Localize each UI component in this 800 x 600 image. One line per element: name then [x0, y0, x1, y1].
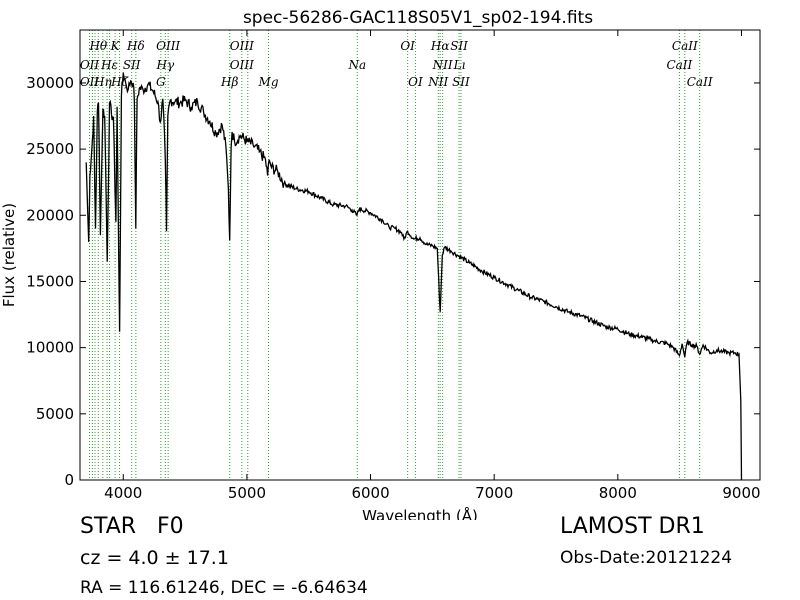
coordinates: RA = 116.61246, DEC = -6.64634 [80, 578, 368, 598]
x-tick-label: 8000 [599, 484, 637, 502]
x-tick-label: 5000 [228, 484, 266, 502]
line-marker-label: CaII [687, 75, 713, 89]
line-marker-label: OIII [156, 39, 180, 53]
line-marker-label: Hα [430, 39, 450, 53]
chart-title: spec-56286-GAC118S05V1_sp02-194.fits [243, 8, 593, 28]
y-tick-label: 20000 [26, 206, 74, 224]
y-tick-label: 15000 [26, 272, 74, 290]
line-marker-label: Hγ [155, 58, 174, 72]
line-marker-label: Hδ [126, 39, 145, 53]
line-marker-label: Hθ [88, 39, 107, 53]
line-marker-label: Mg [258, 75, 279, 89]
observation-date: Obs-Date:20121224 [560, 548, 733, 568]
line-marker-label: Na [347, 58, 366, 72]
y-tick-label: 5000 [36, 405, 74, 423]
line-marker-label: OII [80, 58, 100, 72]
line-marker-label: SII [123, 58, 141, 72]
y-axis: 0 5000 10000 15000 20000 25000 30000 [26, 74, 760, 489]
line-marker-label: G [156, 75, 166, 89]
object-type: STAR F0 [80, 514, 184, 539]
line-marker-label: NII [432, 58, 453, 72]
line-marker-label: NII [427, 75, 448, 89]
y-tick-label: 10000 [26, 339, 74, 357]
spectrum-line [85, 72, 743, 481]
x-tick-label: 4000 [104, 484, 142, 502]
line-marker-label: Hε [100, 58, 118, 72]
x-axis: 4000 5000 6000 7000 8000 9000 [104, 30, 761, 502]
survey-name: LAMOST DR1 [560, 514, 705, 539]
emission-line-markers [89, 30, 701, 480]
line-marker-label: Lı [453, 58, 466, 72]
line-marker-label: OIII [230, 58, 254, 72]
y-tick-label: 25000 [26, 140, 74, 158]
x-tick-label: 7000 [475, 484, 513, 502]
line-marker-label: Hβ [220, 75, 238, 89]
line-marker-label: CaII [666, 58, 692, 72]
y-tick-label: 30000 [26, 74, 74, 92]
line-marker-label: OIII [230, 39, 254, 53]
object-subclass: F0 [157, 514, 184, 539]
y-tick-label: 0 [64, 471, 74, 489]
line-marker-label: SII [452, 75, 470, 89]
plot-frame [79, 29, 761, 481]
line-marker-label: Hη [93, 75, 112, 89]
redshift-value: cz = 4.0 ± 17.1 [80, 547, 229, 569]
line-marker-label: OI [408, 75, 423, 89]
line-marker-label: K [110, 39, 121, 53]
x-tick-label: 6000 [351, 484, 389, 502]
line-marker-label: OI [400, 39, 415, 53]
line-marker-label: OII [80, 75, 100, 89]
y-axis-label: Flux (relative) [0, 203, 18, 307]
spectrum-chart: spec-56286-GAC118S05V1_sp02-194.fits Hθ K… [0, 8, 761, 520]
x-axis-label: Wavelength (Å) [362, 506, 478, 520]
object-class: STAR [80, 514, 137, 539]
line-marker-label: CaII [672, 39, 698, 53]
line-marker-label: SII [450, 39, 468, 53]
x-tick-label: 9000 [722, 484, 760, 502]
